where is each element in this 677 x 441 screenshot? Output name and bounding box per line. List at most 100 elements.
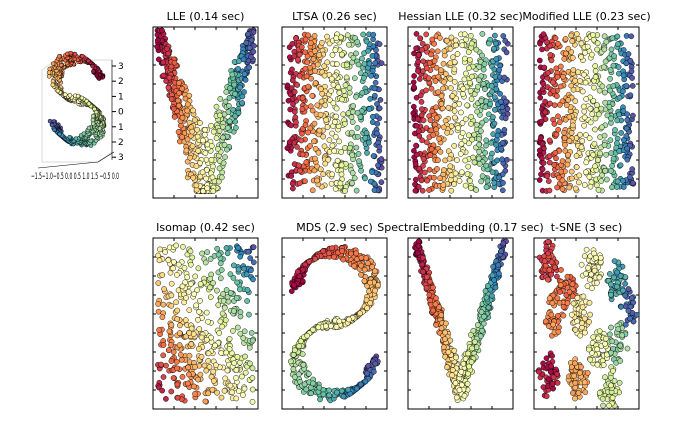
scatter-point xyxy=(479,173,486,179)
scatter-point xyxy=(455,125,461,131)
scatter-point xyxy=(603,38,610,45)
scatter-point xyxy=(168,292,175,299)
scatter-point xyxy=(469,73,475,80)
scatter-point xyxy=(552,149,559,156)
s-curve-point xyxy=(90,117,96,123)
scatter-point xyxy=(601,89,608,96)
scatter-point xyxy=(190,107,196,114)
scatter-point xyxy=(451,102,458,108)
scatter-point xyxy=(442,71,449,77)
scatter-point xyxy=(411,147,417,154)
scatter-point xyxy=(427,278,433,285)
scatter-point xyxy=(165,84,172,91)
scatter-point xyxy=(160,59,167,66)
scatter-point xyxy=(458,109,464,116)
scatter-point xyxy=(316,384,323,391)
scatter-point xyxy=(183,147,190,154)
scatter-point xyxy=(242,369,249,376)
scatter-point xyxy=(321,143,328,150)
scatter-point xyxy=(309,92,316,99)
scatter-point xyxy=(554,93,560,99)
scatter-point xyxy=(369,67,376,74)
scatter-point xyxy=(428,127,435,134)
scatter-point xyxy=(559,158,566,164)
scatter-point xyxy=(453,394,460,401)
scatter-point xyxy=(362,175,368,182)
scatter-point xyxy=(550,88,557,94)
scatter-point xyxy=(452,37,459,44)
scatter-point xyxy=(620,108,627,114)
scatter-point xyxy=(615,64,622,70)
z-tick-label: 1 xyxy=(118,92,124,102)
scatter-point xyxy=(364,150,370,156)
scatter-point xyxy=(449,367,456,373)
scatter-point xyxy=(179,85,186,92)
s-curve-point xyxy=(92,106,97,112)
scatter-point xyxy=(214,245,221,252)
scatter-point xyxy=(581,253,588,259)
scatter-point xyxy=(430,307,437,314)
scatter-point xyxy=(498,248,505,255)
s-curve-point xyxy=(55,88,61,94)
scatter-point xyxy=(234,279,240,286)
scatter-point xyxy=(243,40,250,46)
scatter-point xyxy=(310,326,316,333)
scatter-point xyxy=(309,187,316,194)
scatter-point xyxy=(349,119,356,125)
scatter-point xyxy=(212,342,218,349)
s-curve-point xyxy=(91,69,96,74)
scatter-point xyxy=(593,182,600,189)
scatter-point xyxy=(411,84,417,90)
scatter-point xyxy=(562,36,569,42)
scatter-point xyxy=(471,338,478,345)
scatter-point xyxy=(233,395,240,402)
scatter-point xyxy=(440,60,447,67)
scatter-point xyxy=(565,45,572,52)
scatter-point xyxy=(630,112,636,119)
scatter-point xyxy=(569,54,576,61)
scatter-point xyxy=(174,316,181,322)
scatter-point xyxy=(499,104,506,110)
scatter-point xyxy=(240,335,247,341)
scatter-point xyxy=(314,61,321,68)
scatter-point xyxy=(170,349,177,355)
scatter-point xyxy=(349,170,356,176)
s-curve-point xyxy=(81,131,87,136)
scatter-point xyxy=(459,130,466,136)
scatter-point xyxy=(326,250,332,257)
scatter-point xyxy=(575,69,581,75)
scatter-point xyxy=(332,133,339,140)
scatter-point xyxy=(608,324,614,331)
scatter-point xyxy=(416,76,423,82)
scatter-point xyxy=(226,95,233,101)
scatter-point xyxy=(203,367,210,374)
scatter-point xyxy=(441,48,448,55)
scatter-point xyxy=(351,263,357,269)
scatter-point xyxy=(330,81,337,88)
scatter-point xyxy=(471,131,478,138)
scatter-point xyxy=(592,74,599,80)
scatter-point xyxy=(415,250,421,256)
scatter-point xyxy=(358,271,364,278)
scatter-point xyxy=(483,142,489,149)
z-tick-label: 3 xyxy=(118,62,124,72)
s-curve-point xyxy=(67,134,73,140)
scatter-point xyxy=(346,89,353,96)
scatter-point xyxy=(233,375,239,381)
scatter-point xyxy=(222,317,229,324)
scatter-point xyxy=(450,54,456,61)
scatter-point xyxy=(369,53,376,59)
scatter-point xyxy=(233,295,240,301)
scatter-point xyxy=(577,332,584,339)
scatter-point xyxy=(581,309,587,316)
scatter-point xyxy=(315,149,322,156)
scatter-point xyxy=(245,31,251,37)
scatter-point xyxy=(156,257,163,264)
scatter-point xyxy=(174,307,181,314)
scatter-point xyxy=(464,102,470,109)
scatter-point xyxy=(572,326,579,333)
scatter-point xyxy=(214,287,220,294)
scatter-point xyxy=(412,176,419,183)
scatter-point xyxy=(372,79,379,86)
scatter-point xyxy=(548,57,555,64)
